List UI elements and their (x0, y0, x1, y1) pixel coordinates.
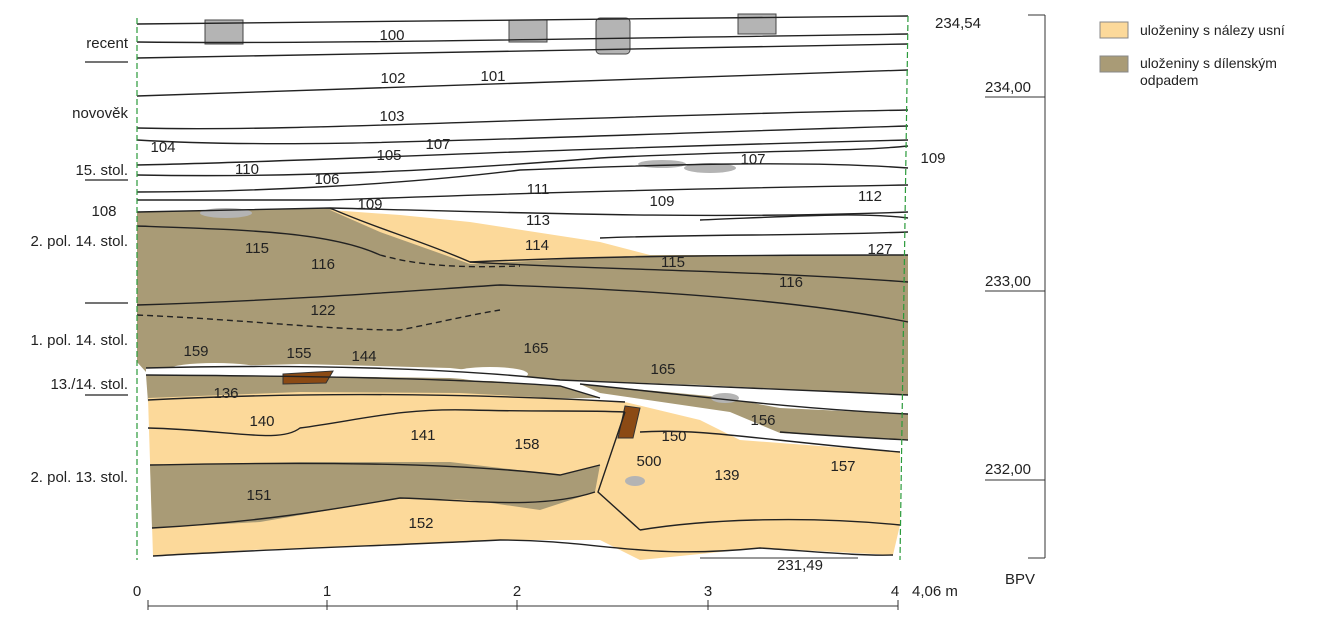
layer-label: 109 (357, 196, 382, 213)
stone (508, 19, 548, 43)
layer-label: 165 (523, 340, 548, 357)
hole (170, 363, 260, 375)
stone (625, 476, 645, 486)
layer-label: 165 (650, 361, 675, 378)
layer-label: 106 (314, 171, 339, 188)
layer-label: 104 (150, 139, 175, 156)
legend-swatch (1099, 55, 1129, 73)
period-label: 1. pol. 14. stol. (30, 332, 128, 349)
leather-layer (330, 210, 650, 264)
elevation-axis (700, 14, 1046, 559)
layer-label: 122 (310, 302, 335, 319)
elevation-label: 233,00 (985, 273, 1031, 290)
period-label: 2. pol. 14. stol. (30, 233, 128, 250)
layer-label: 158 (514, 436, 539, 453)
stone (684, 163, 736, 173)
elevation-label: 232,00 (985, 461, 1031, 478)
scale-label: 3 (704, 583, 712, 600)
stone (204, 19, 244, 45)
layer-label: 141 (410, 427, 435, 444)
layer-label: 127 (867, 241, 892, 258)
layer-label: 113 (526, 212, 550, 229)
elevation-label: 234,00 (985, 79, 1031, 96)
layer-label: 155 (286, 345, 311, 362)
scale-end-label: 4,06 m (912, 583, 958, 600)
layer-label: 114 (525, 237, 549, 254)
scale-label: 0 (133, 583, 141, 600)
scale-label: 1 (323, 583, 331, 600)
stone (595, 17, 631, 55)
layer-label: 108 (91, 203, 116, 220)
layer-label: 107 (740, 151, 765, 168)
period-label: recent (86, 35, 129, 52)
layer-label: 151 (246, 487, 271, 504)
layer-label: 152 (408, 515, 433, 532)
layer-label: 500 (636, 453, 661, 470)
boundaries (136, 15, 909, 561)
workshop-waste-layer (580, 384, 908, 440)
layer-label: 110 (235, 161, 259, 178)
period-label: 13./14. stol. (50, 376, 128, 393)
datum-label: BPV (1005, 571, 1035, 588)
scale-label: 4 (891, 583, 899, 600)
layer-label: 109 (649, 193, 674, 210)
layer-label: 150 (661, 428, 686, 445)
layer-label: 156 (750, 412, 775, 429)
layer-label: 115 (661, 254, 685, 271)
layer-label: 139 (714, 467, 739, 484)
period-label: 15. stol. (75, 162, 128, 179)
scale-label: 2 (513, 583, 521, 600)
legend-label: uloženiny s nálezy usní (1140, 22, 1285, 38)
layer-label: 102 (380, 70, 405, 87)
layer-label: 101 (480, 68, 505, 85)
layer-label: 111 (527, 181, 550, 198)
workshop-waste-layer (150, 462, 600, 528)
layer-label: 136 (213, 385, 238, 402)
layer-label: 107 (425, 136, 450, 153)
layer-label: 159 (183, 343, 208, 360)
layer-label: 140 (249, 413, 274, 430)
stone (638, 160, 686, 168)
layer-label: 105 (376, 147, 401, 164)
layer-label: 112 (858, 188, 882, 205)
workshop-waste-layer (137, 208, 908, 412)
elevation-label: 234,54 (935, 15, 981, 32)
scale-bar (147, 600, 899, 610)
layer-label: 116 (311, 256, 335, 273)
layer-label: 109 (920, 150, 945, 167)
layer-label: 144 (351, 348, 376, 365)
legend-label: uloženiny s dílenským odpadem (1140, 55, 1277, 88)
layer-label: 157 (830, 458, 855, 475)
stone (737, 13, 777, 35)
layer-label: 115 (245, 240, 269, 257)
period-label: 2. pol. 13. stol. (30, 469, 128, 486)
period-label: novověk (72, 105, 128, 122)
legend-swatch (1099, 21, 1129, 39)
elevation-label: 231,49 (777, 557, 823, 574)
layer-label: 116 (779, 274, 803, 291)
period-dividers (85, 61, 128, 396)
layer-label: 103 (379, 108, 404, 125)
layer-label: 100 (379, 27, 404, 44)
